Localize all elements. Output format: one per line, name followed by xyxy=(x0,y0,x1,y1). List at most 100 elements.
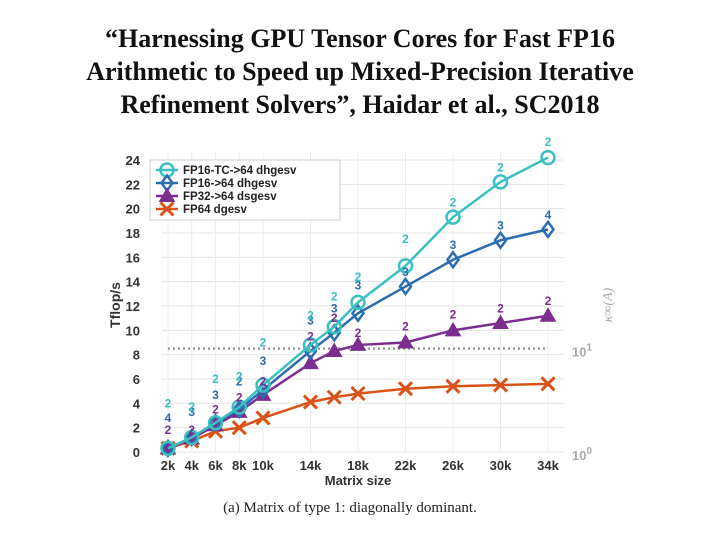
data-point xyxy=(445,250,461,270)
legend-entry-label: FP16-TC->64 dhgesv xyxy=(183,165,297,177)
iteration-label: 3 xyxy=(307,314,314,328)
legend-entry-label: FP16->64 dhgesv xyxy=(183,178,278,190)
iteration-label: 3 xyxy=(497,219,504,233)
series-line xyxy=(167,156,549,450)
iteration-label: 2 xyxy=(260,336,267,350)
x-tick-label: 10k xyxy=(252,458,274,473)
iteration-label: 4 xyxy=(165,411,172,425)
y-tick-label: 16 xyxy=(126,250,140,265)
x-marker-stroke xyxy=(159,201,175,217)
x-marker-stroke xyxy=(445,378,461,394)
x-tick-label: 8k xyxy=(232,458,247,473)
x-marker-stroke xyxy=(540,376,556,392)
y-tick-label: 10 xyxy=(126,323,140,338)
data-point xyxy=(232,399,247,420)
iteration-label: 3 xyxy=(212,388,219,402)
data-point xyxy=(350,386,366,402)
y-tick-label: 24 xyxy=(126,153,141,168)
y-tick-label: 18 xyxy=(126,226,140,241)
data-point xyxy=(445,209,461,225)
iteration-label: 3 xyxy=(331,301,338,315)
x-tick-label: 18k xyxy=(347,458,369,473)
x-marker-stroke xyxy=(326,389,342,405)
x-marker-stroke xyxy=(255,410,271,426)
x-marker-stroke xyxy=(350,386,366,402)
legend-swatch-marker xyxy=(159,201,175,217)
iteration-label: 2 xyxy=(212,402,219,416)
y2-tick-label: 100 xyxy=(572,446,592,463)
data-point xyxy=(493,230,508,250)
iteration-label: 3 xyxy=(450,238,457,252)
iteration-label: 2 xyxy=(165,423,172,437)
iteration-label: 2 xyxy=(165,396,172,410)
slide-title: “Harnessing GPU Tensor Cores for Fast FP… xyxy=(0,22,720,121)
x-axis-label: Matrix size xyxy=(325,473,391,488)
data-point xyxy=(492,174,509,190)
iteration-label: 2 xyxy=(545,135,552,149)
x-tick-label: 22k xyxy=(395,458,417,473)
iteration-label: 2 xyxy=(212,372,219,386)
data-point xyxy=(326,318,342,335)
iteration-label: 2 xyxy=(497,160,504,174)
iteration-label: 2 xyxy=(188,423,195,437)
data-point xyxy=(492,377,509,393)
iteration-label: 2 xyxy=(402,320,409,334)
data-point xyxy=(160,440,176,457)
x-marker-stroke xyxy=(231,420,247,436)
data-point xyxy=(540,149,556,166)
data-point xyxy=(397,381,414,397)
title-line-3: Refinement Solvers”, Haidar et al., SC20… xyxy=(120,90,600,119)
data-point xyxy=(207,415,224,431)
legend-entry-label: FP32->64 dsgesv xyxy=(183,191,277,203)
title-line-1: “Harnessing GPU Tensor Cores for Fast FP… xyxy=(105,24,615,53)
x-tick-label: 34k xyxy=(537,458,559,473)
data-point xyxy=(231,399,247,415)
iteration-label: 2 xyxy=(355,270,362,284)
y-tick-label: 0 xyxy=(133,445,140,460)
iteration-label: 3 xyxy=(355,278,362,292)
x-tick-label: 26k xyxy=(442,458,464,473)
data-point xyxy=(326,389,342,405)
x-tick-label: 30k xyxy=(490,458,512,473)
data-point xyxy=(302,394,319,410)
x-tick-label: 4k xyxy=(185,458,200,473)
y-tick-label: 4 xyxy=(133,396,141,411)
x-marker-stroke xyxy=(302,394,319,410)
data-point xyxy=(255,410,271,426)
y-tick-label: 8 xyxy=(133,348,140,363)
data-point xyxy=(350,294,366,311)
data-point xyxy=(349,336,367,351)
x-tick-label: 2k xyxy=(161,458,176,473)
iteration-label: 2 xyxy=(307,309,314,323)
data-point xyxy=(492,314,509,330)
legend-swatch-marker xyxy=(158,187,176,202)
title-line-2: Arithmetic to Speed up Mixed-Precision I… xyxy=(86,57,634,86)
data-point xyxy=(540,376,556,392)
iteration-label: 2 xyxy=(260,374,267,388)
iteration-label: 2 xyxy=(188,400,195,414)
data-point xyxy=(302,354,319,370)
iteration-label: 2 xyxy=(450,308,457,322)
iteration-label: 3 xyxy=(188,405,195,419)
y2-axis-label: κ∞(A) xyxy=(601,287,616,322)
x-marker-stroke xyxy=(492,377,509,393)
data-point xyxy=(350,303,366,323)
data-point xyxy=(397,333,414,349)
figure-caption: (a) Matrix of type 1: diagonally dominan… xyxy=(223,500,477,516)
data-point xyxy=(444,321,462,337)
iteration-label: 2 xyxy=(497,301,504,315)
data-point xyxy=(302,337,319,353)
data-point xyxy=(397,258,414,274)
iteration-label: 2 xyxy=(331,311,338,325)
iteration-label: 2 xyxy=(236,370,243,384)
y-tick-label: 20 xyxy=(126,202,140,217)
y-tick-label: 12 xyxy=(126,299,140,314)
iteration-label: 2 xyxy=(307,329,314,343)
y-tick-label: 22 xyxy=(126,177,140,192)
data-point xyxy=(445,378,461,394)
iteration-label: 2 xyxy=(450,196,457,210)
data-point xyxy=(398,276,413,297)
